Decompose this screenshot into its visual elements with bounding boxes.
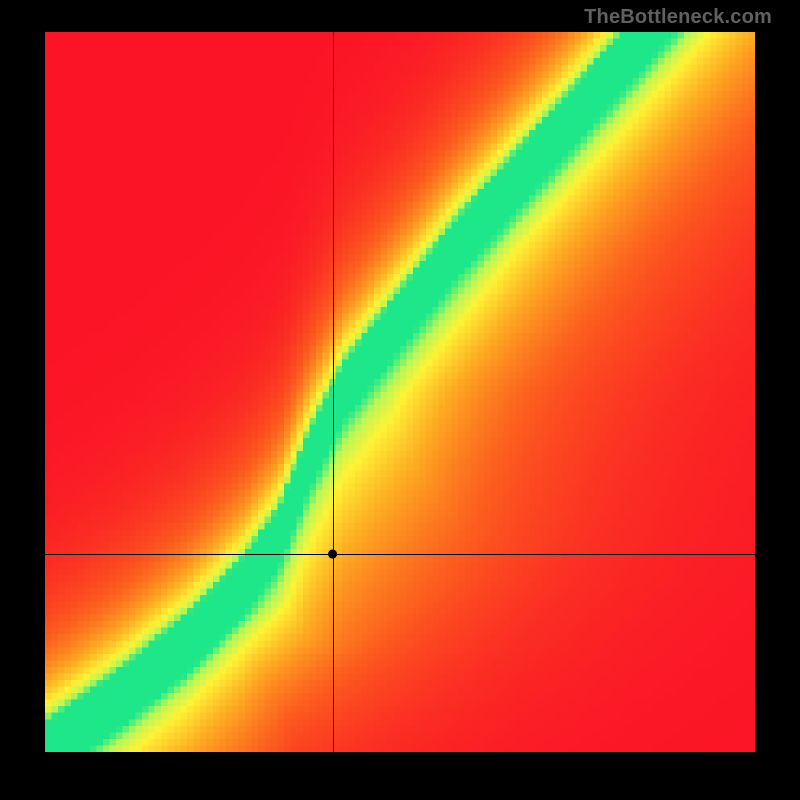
chart-container: TheBottleneck.com <box>0 0 800 800</box>
watermark-text: TheBottleneck.com <box>584 6 772 29</box>
bottleneck-heatmap <box>45 32 755 752</box>
